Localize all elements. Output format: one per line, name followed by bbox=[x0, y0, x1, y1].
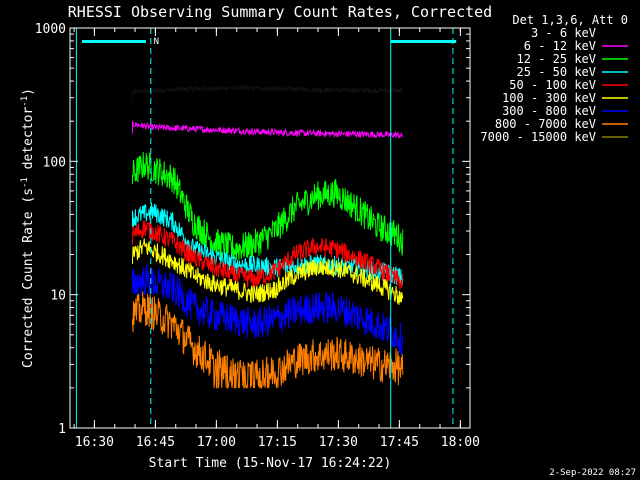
legend-title: Det 1,3,6, Att 0 bbox=[512, 13, 628, 27]
series-layer bbox=[132, 84, 404, 390]
series-line-7 bbox=[132, 291, 404, 390]
legend-label: 3 - 6 keV bbox=[531, 26, 596, 40]
x-axis-label: Start Time (15-Nov-17 16:24:22) bbox=[149, 456, 392, 471]
series-line-6 bbox=[132, 264, 404, 356]
series-line-3 bbox=[132, 202, 404, 286]
y-label-mid: detector bbox=[21, 107, 36, 178]
x-tick-label: 17:45 bbox=[380, 435, 419, 450]
legend-label: 6 - 12 keV bbox=[524, 39, 596, 53]
legend-label: 300 - 800 keV bbox=[502, 104, 596, 118]
legend-label: 100 - 300 keV bbox=[502, 91, 596, 105]
x-tick-label: 18:00 bbox=[441, 435, 480, 450]
y-tick-label: 100 bbox=[43, 155, 66, 170]
x-tick-label: 17:15 bbox=[258, 435, 297, 450]
x-tick-label: 16:30 bbox=[75, 435, 114, 450]
y-label-sup2: -1 bbox=[20, 96, 30, 107]
legend-label: 25 - 50 keV bbox=[517, 65, 596, 79]
x-tick-label: 16:45 bbox=[136, 435, 175, 450]
night-bar bbox=[82, 40, 146, 43]
y-axis: 1000 100 10 1 bbox=[35, 22, 470, 437]
chart-title: RHESSI Observing Summary Count Rates, Co… bbox=[68, 3, 492, 21]
series-line-1 bbox=[132, 120, 404, 139]
y-tick-label: 1000 bbox=[35, 22, 66, 37]
y-axis-label: Corrected Count Rate (s-1 detector-1) bbox=[20, 88, 36, 368]
night-bar bbox=[390, 40, 457, 43]
y-label-main: Corrected Count Rate (s bbox=[21, 188, 36, 368]
series-line-2 bbox=[132, 151, 404, 260]
plot-frame bbox=[69, 27, 471, 429]
y-tick-label: 1 bbox=[58, 422, 66, 437]
legend-label: 12 - 25 keV bbox=[517, 52, 596, 66]
legend-label: 800 - 7000 keV bbox=[495, 117, 596, 131]
y-tick-label: 10 bbox=[50, 289, 66, 304]
legend-label: 7000 - 15000 keV bbox=[480, 130, 596, 144]
x-tick-label: 17:30 bbox=[319, 435, 358, 450]
series-line-0 bbox=[132, 84, 404, 102]
series-line-4 bbox=[132, 220, 404, 291]
y-label-sup1: -1 bbox=[20, 177, 30, 188]
x-tick-label: 17:00 bbox=[197, 435, 236, 450]
y-label-end: ) bbox=[21, 88, 36, 96]
night-flag-label: N bbox=[154, 37, 159, 47]
timestamp: 2-Sep-2022 08:27 bbox=[549, 468, 636, 478]
x-axis: 16:30 16:45 17:00 17:15 17:30 17:45 18:00 bbox=[73, 28, 480, 450]
legend-label: 50 - 100 keV bbox=[509, 78, 596, 92]
series-line-5 bbox=[132, 238, 404, 305]
flag-layer: N bbox=[75, 28, 457, 428]
